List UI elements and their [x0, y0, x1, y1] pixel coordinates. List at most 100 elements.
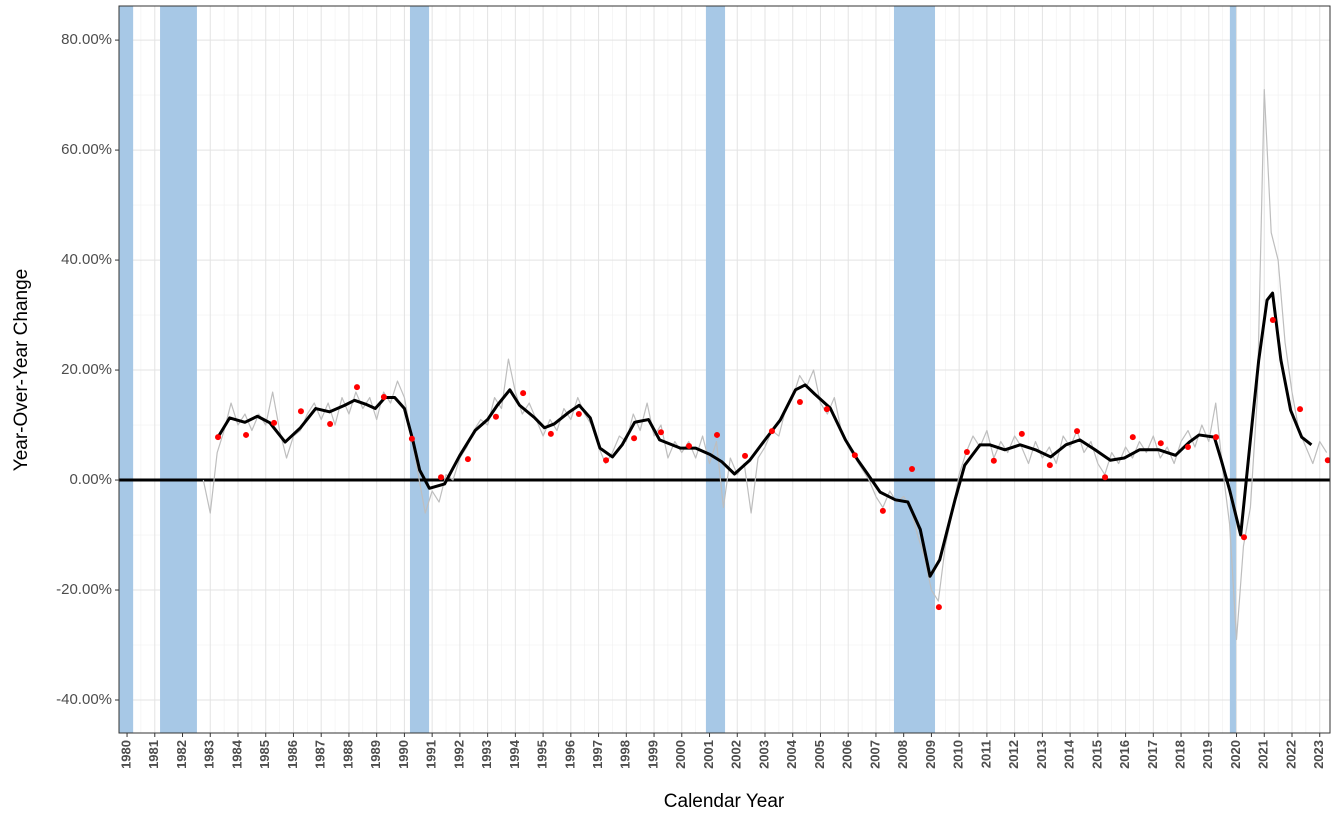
x-tick-label: 1987: [313, 740, 328, 769]
x-tick-label: 2012: [1006, 740, 1021, 769]
data-point: [796, 398, 803, 405]
x-tick-label: 1988: [340, 740, 355, 769]
y-tick-label: -20.00%: [56, 581, 112, 598]
y-tick-label: 80.00%: [61, 31, 112, 48]
data-point: [353, 384, 360, 391]
data-point: [243, 431, 250, 438]
data-point: [1269, 317, 1276, 324]
data-point: [520, 390, 527, 397]
recession-band: [160, 6, 197, 733]
data-point: [963, 448, 970, 455]
x-tick-label: 2005: [812, 740, 827, 769]
x-tick-label: 2006: [840, 740, 855, 769]
data-point: [909, 466, 916, 473]
recession-band: [409, 6, 430, 733]
data-point: [1129, 434, 1136, 441]
data-point: [1297, 406, 1304, 413]
data-point: [547, 430, 554, 437]
x-tick-label: 1999: [645, 740, 660, 769]
x-tick-label: 2002: [729, 740, 744, 769]
y-tick-label: -40.00%: [56, 691, 112, 708]
x-tick-label: 1981: [146, 740, 161, 769]
data-point: [714, 431, 721, 438]
y-tick-label: 40.00%: [61, 251, 112, 268]
x-tick-label: 1991: [424, 740, 439, 769]
x-tick-label: 1980: [118, 740, 133, 769]
x-tick-label: 2018: [1172, 740, 1187, 769]
x-tick-label: 2011: [978, 740, 993, 768]
x-tick-label: 2014: [1062, 739, 1077, 769]
y-axis-title: Year-Over-Year Change: [11, 269, 32, 471]
x-tick-label: 2003: [756, 740, 771, 769]
x-tick-label: 1989: [368, 740, 383, 769]
data-point: [1157, 440, 1164, 447]
recession-band: [893, 6, 936, 733]
data-point: [851, 452, 858, 459]
x-tick-label: 1982: [174, 740, 189, 769]
data-point: [1184, 444, 1191, 451]
data-point: [575, 411, 582, 418]
data-point: [823, 406, 830, 413]
x-tick-label: 2020: [1228, 740, 1243, 769]
series-line: [202, 88, 1328, 641]
x-tick-label: 2010: [951, 740, 966, 769]
y-tick-label: 20.00%: [61, 361, 112, 378]
data-point: [631, 435, 638, 442]
plot-area: [119, 6, 1330, 733]
x-tick-label: 1992: [451, 740, 466, 769]
data-point: [768, 428, 775, 435]
data-point: [408, 435, 415, 442]
recession-band: [119, 6, 134, 733]
x-tick-label: 1997: [590, 740, 605, 769]
y-tick-label: 0.00%: [69, 471, 112, 488]
x-tick-label: 2021: [1256, 740, 1271, 769]
x-tick-label: 2004: [784, 739, 799, 769]
data-point: [297, 408, 304, 415]
data-point: [657, 429, 664, 436]
x-tick-label: 1996: [562, 740, 577, 769]
x-tick-label: 2013: [1034, 740, 1049, 769]
data-point: [464, 456, 471, 463]
x-tick-label: 1984: [229, 739, 244, 769]
x-tick-label: 2019: [1200, 740, 1215, 769]
data-point: [1018, 430, 1025, 437]
data-point: [1102, 474, 1109, 481]
x-tick-label: 1983: [202, 740, 217, 769]
data-point: [685, 442, 692, 449]
data-point: [742, 452, 749, 459]
x-tick-label: 2009: [923, 740, 938, 769]
data-point: [1213, 434, 1220, 441]
panel-border: [118, 5, 1331, 734]
x-tick-label: 2015: [1089, 740, 1104, 769]
data-point: [990, 457, 997, 464]
x-tick-label: 2022: [1283, 740, 1298, 769]
data-point: [492, 413, 499, 420]
data-point: [603, 457, 610, 464]
data-point: [327, 420, 334, 427]
data-point: [438, 474, 445, 481]
data-point: [1074, 428, 1081, 435]
recession-band: [1229, 6, 1236, 733]
x-tick-label: 2007: [867, 740, 882, 769]
x-tick-label: 2000: [673, 740, 688, 769]
data-point: [935, 604, 942, 611]
x-tick-label: 2001: [701, 740, 716, 769]
y-tick-label: 60.00%: [61, 141, 112, 158]
data-point: [215, 434, 222, 441]
recession-band: [705, 6, 726, 733]
x-tick-label: 1995: [535, 740, 550, 769]
x-tick-label: 2023: [1311, 740, 1326, 769]
x-tick-label: 1998: [618, 740, 633, 769]
x-tick-label: 1986: [285, 740, 300, 769]
x-tick-label: 2008: [895, 740, 910, 769]
data-point: [879, 507, 886, 514]
x-tick-label: 1990: [396, 740, 411, 769]
series-line: [216, 291, 1313, 578]
x-tick-label: 1993: [479, 740, 494, 769]
data-point: [380, 393, 387, 400]
x-axis-title: Calendar Year: [664, 791, 785, 812]
data-point: [271, 419, 278, 426]
x-tick-label: 2017: [1145, 740, 1160, 769]
